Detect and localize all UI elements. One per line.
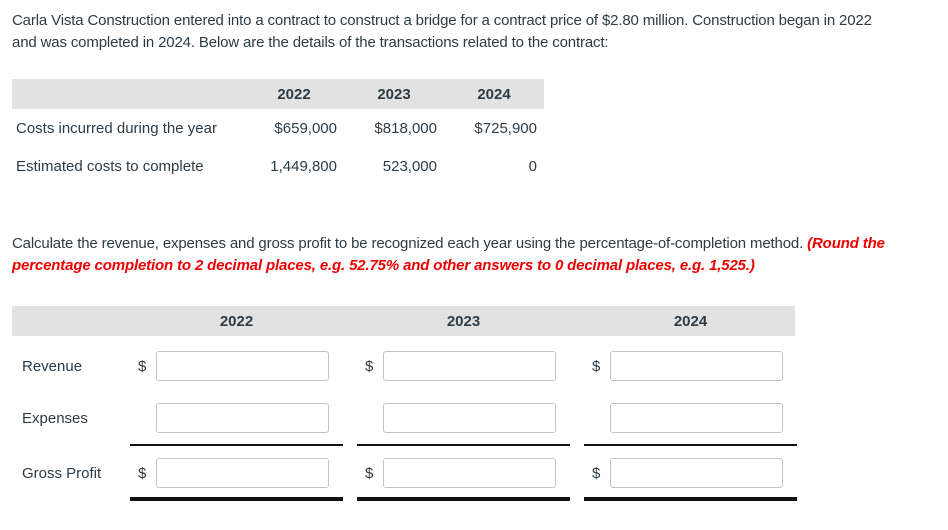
row-label-estimated-costs: Estimated costs to complete [16, 157, 204, 175]
answer-header-year-2022: 2022 [219, 312, 254, 330]
subtotal-rule-2024 [584, 444, 797, 446]
rounding-note-part-1: (Round the [807, 235, 885, 252]
gross-profit-2022-input[interactable] [156, 458, 329, 488]
estimated-costs-2022: 1,449,800 [270, 157, 337, 175]
instruction-text: Calculate the revenue, expenses and gros… [12, 235, 808, 252]
dollar-sign: $ [365, 357, 374, 375]
revenue-2024-input[interactable] [610, 351, 783, 381]
intro-line-2: and was completed in 2024. Below are the… [12, 34, 609, 51]
expenses-row: Expenses [12, 403, 797, 433]
transactions-header-year-2024: 2024 [444, 79, 544, 109]
revenue-2023-cell: $ [357, 351, 570, 381]
expenses-2024-input[interactable] [610, 403, 783, 433]
total-rule-row [12, 497, 797, 501]
gross-profit-2024-input[interactable] [610, 458, 783, 488]
answer-header-year-2023: 2023 [446, 312, 481, 330]
gross-profit-row: Gross Profit $ $ $ [12, 458, 797, 488]
answer-header-year-2024: 2024 [673, 312, 708, 330]
subtotal-rule-2022 [130, 444, 343, 446]
table-row-costs-incurred: Costs incurred during the year $659,000 … [12, 109, 544, 147]
dollar-sign: $ [592, 357, 601, 375]
table-row-estimated-costs: Estimated costs to complete 1,449,800 52… [12, 147, 544, 185]
expenses-row-label: Expenses [22, 409, 88, 427]
estimated-costs-2023: 523,000 [382, 157, 437, 175]
subtotal-rule-row [12, 444, 797, 446]
transactions-header-blank [12, 79, 244, 109]
gross-profit-2024-cell: $ [584, 458, 797, 488]
revenue-2022-cell: $ [130, 351, 343, 381]
total-double-rule-2024 [584, 497, 797, 501]
instruction-paragraph: Calculate the revenue, expenses and gros… [12, 233, 948, 277]
costs-incurred-2024: $725,900 [474, 119, 537, 137]
gross-profit-2022-cell: $ [130, 458, 343, 488]
intro-line-1: Carla Vista Construction entered into a … [12, 12, 872, 29]
revenue-row: Revenue $ $ $ [12, 351, 797, 381]
rounding-note-part-2: percentage completion to 2 decimal place… [12, 257, 755, 274]
revenue-2022-input[interactable] [156, 351, 329, 381]
revenue-2023-input[interactable] [383, 351, 556, 381]
instruction-line-1: Calculate the revenue, expenses and gros… [12, 233, 948, 255]
dollar-sign: $ [365, 464, 374, 482]
total-double-rule-2022 [130, 497, 343, 501]
expenses-2022-cell [130, 403, 343, 433]
costs-incurred-2023: $818,000 [374, 119, 437, 137]
expenses-2022-input[interactable] [156, 403, 329, 433]
transactions-header-row: 2022 2023 2024 [12, 79, 544, 109]
costs-incurred-2022: $659,000 [274, 119, 337, 137]
expenses-2023-input[interactable] [383, 403, 556, 433]
answer-header-row: 2022 2023 2024 [12, 306, 795, 336]
intro-paragraph: Carla Vista Construction entered into a … [12, 10, 948, 54]
dollar-sign: $ [138, 357, 147, 375]
subtotal-rule-2023 [357, 444, 570, 446]
revenue-row-label: Revenue [22, 357, 83, 375]
gross-profit-row-label: Gross Profit [22, 464, 102, 482]
transactions-header-year-2023: 2023 [344, 79, 444, 109]
gross-profit-2023-cell: $ [357, 458, 570, 488]
expenses-2024-cell [584, 403, 797, 433]
dollar-sign: $ [138, 464, 147, 482]
dollar-sign: $ [592, 464, 601, 482]
revenue-2024-cell: $ [584, 351, 797, 381]
total-double-rule-2023 [357, 497, 570, 501]
estimated-costs-2024: 0 [528, 157, 537, 175]
transactions-header-year-2022: 2022 [244, 79, 344, 109]
expenses-2023-cell [357, 403, 570, 433]
transactions-table: 2022 2023 2024 Costs incurred during the… [12, 79, 544, 185]
gross-profit-2023-input[interactable] [383, 458, 556, 488]
row-label-costs-incurred: Costs incurred during the year [16, 119, 217, 137]
answer-table: 2022 2023 2024 Revenue $ $ $ Expenses [12, 306, 797, 501]
